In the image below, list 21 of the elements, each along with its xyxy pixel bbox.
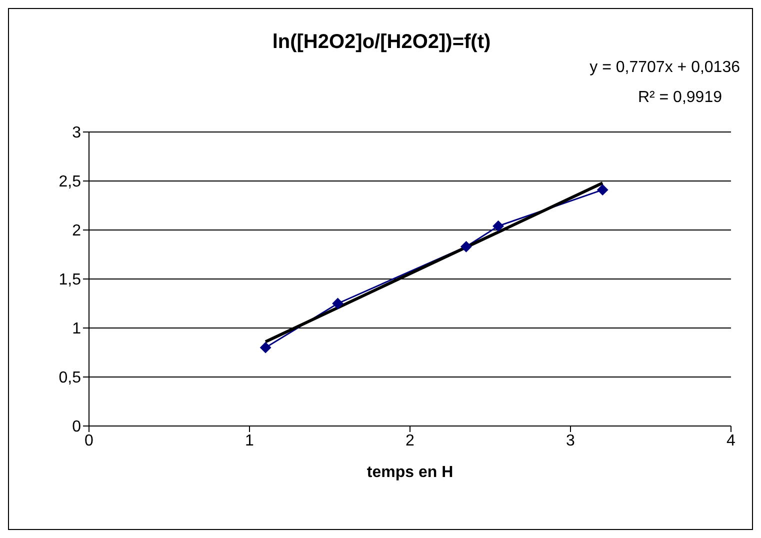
- y-tick-label: 2: [72, 222, 82, 240]
- point: [597, 184, 608, 196]
- x-tick-label: 4: [726, 432, 736, 450]
- text: y = 0,7707x + 0,0136: [590, 59, 740, 76]
- x-tick-label: 2: [406, 432, 415, 450]
- x-tick-label: 3: [566, 432, 576, 450]
- x-axis-title: temps en H: [366, 464, 454, 481]
- point: [332, 298, 344, 309]
- y-tick-label: 0,5: [58, 370, 82, 387]
- point: [492, 220, 504, 232]
- y-tick-label: 2,5: [58, 174, 82, 191]
- x-tick-label: 0: [84, 432, 94, 450]
- y-tick-label: 1: [72, 320, 82, 338]
- y-tick-label: 0: [72, 418, 82, 436]
- x-tick-label: 1: [245, 432, 254, 450]
- chart-title: ln([H2O2]o/[H2O2])=f(t): [272, 31, 491, 53]
- point: [460, 241, 472, 252]
- text: R² = 0,9919: [638, 89, 722, 106]
- y-tick-label: 3: [72, 124, 82, 142]
- point: [260, 342, 272, 354]
- y-tick-label: 1,5: [58, 272, 82, 289]
